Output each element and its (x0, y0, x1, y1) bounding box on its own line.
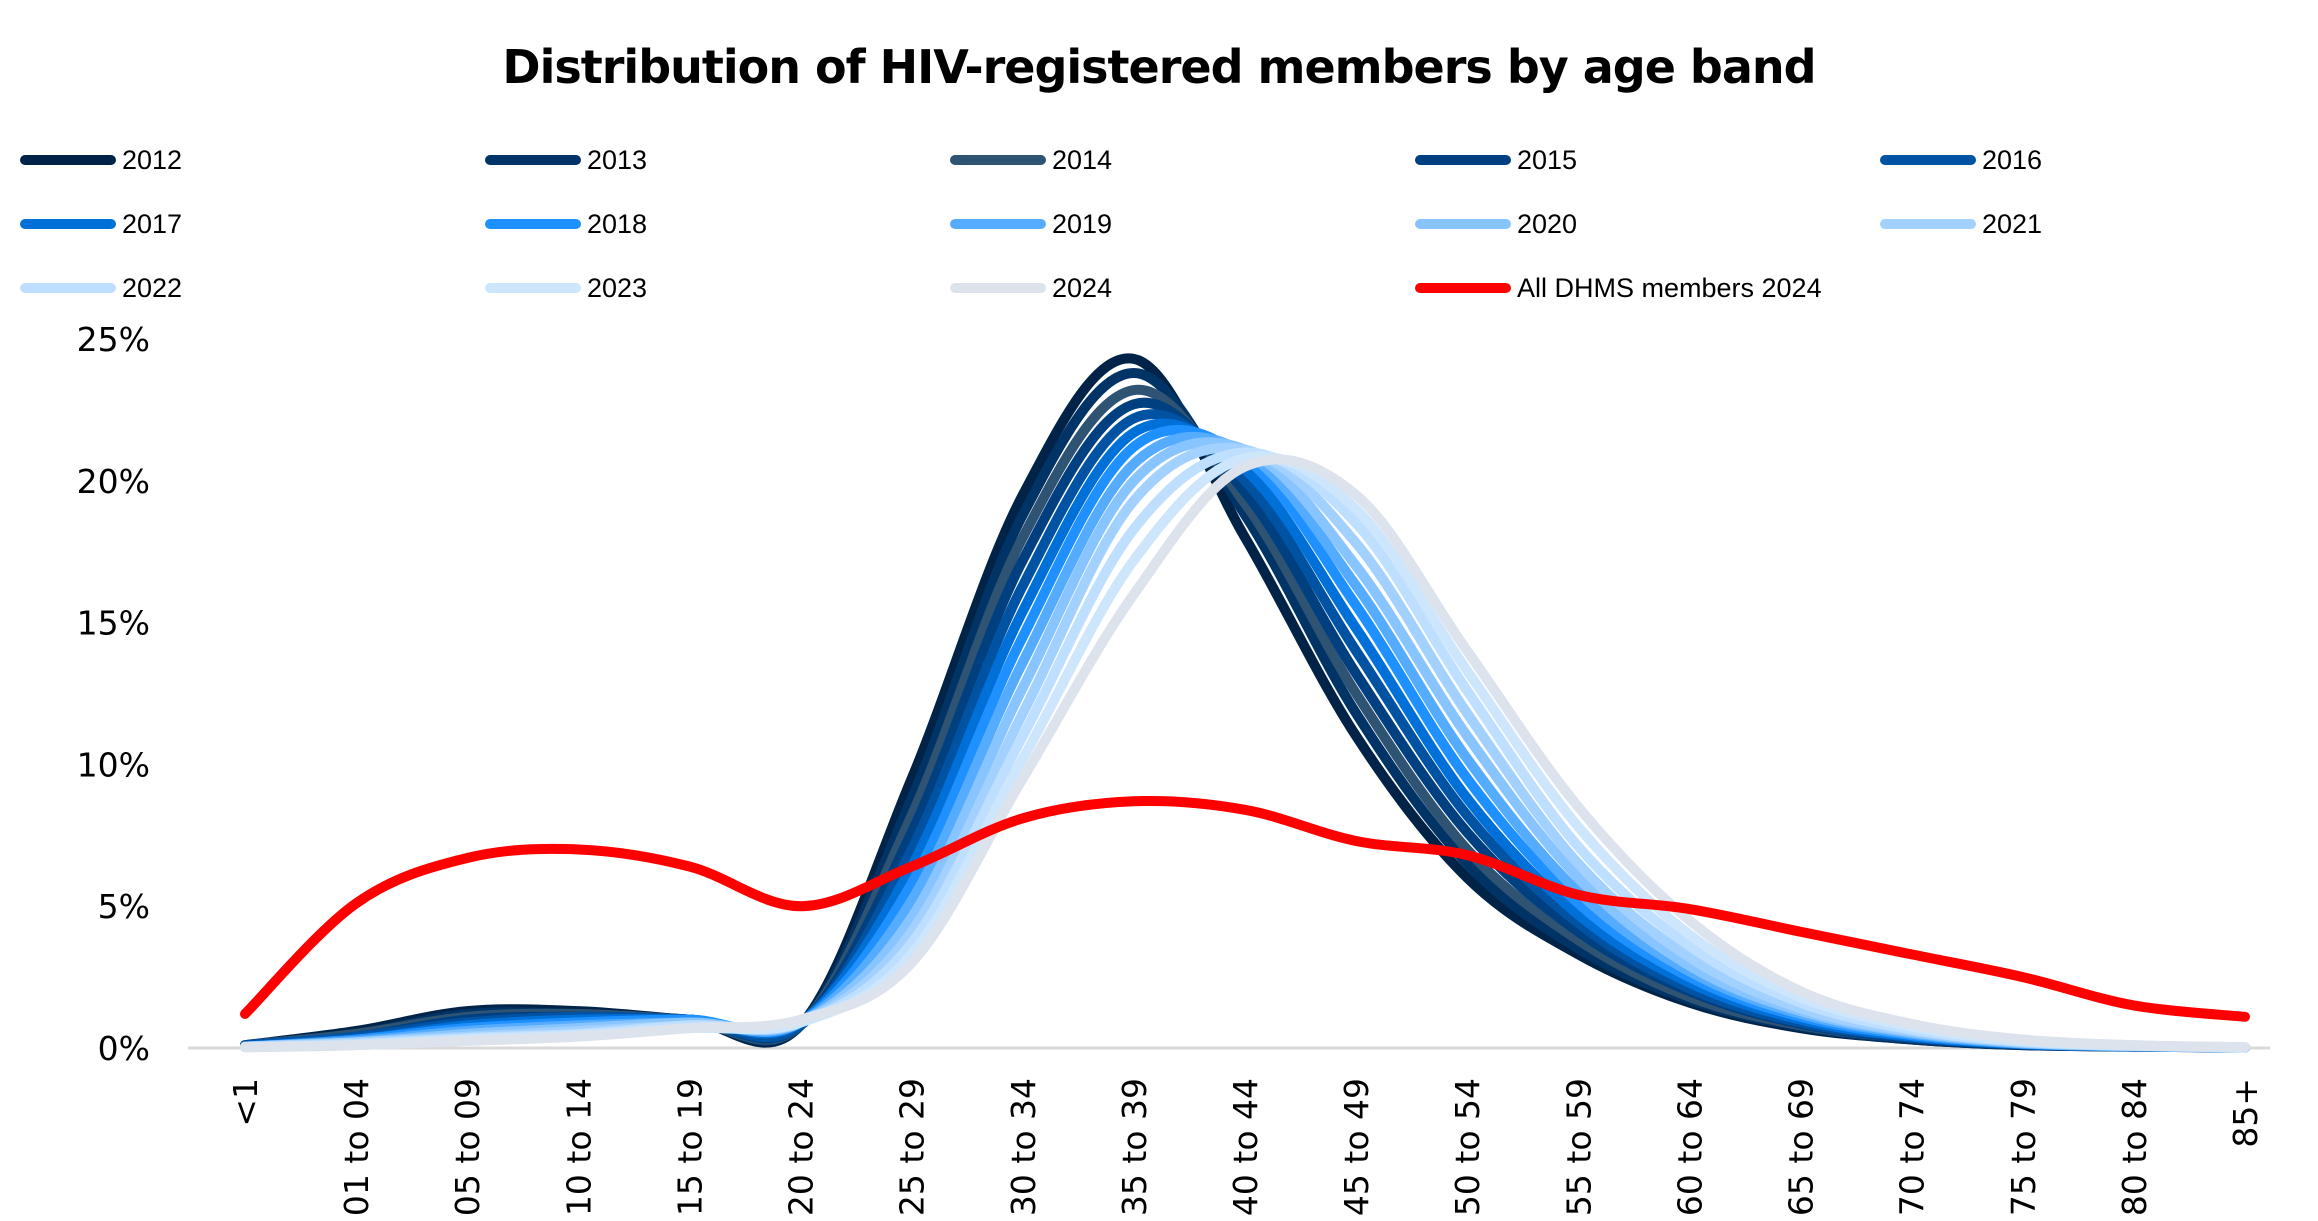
legend-swatch (1880, 155, 1976, 165)
y-tick-label: 25% (77, 320, 150, 359)
x-tick-label: 60 to 64 (1670, 1078, 1709, 1216)
legend-item: 2023 (485, 268, 647, 308)
x-tick-label: 70 to 74 (1893, 1078, 1932, 1216)
legend-label: 2016 (1982, 144, 2043, 175)
x-tick-label: 01 to 04 (337, 1078, 376, 1216)
legend-label: 2015 (1517, 144, 1578, 175)
legend-item: 2013 (485, 140, 647, 180)
legend-item: 2020 (1415, 204, 1577, 244)
y-axis: 0% 5% 10% 15% 20% 25% (77, 320, 150, 1068)
legend-item: 2022 (20, 268, 182, 308)
legend-item: 2015 (1415, 140, 1577, 180)
legend-swatch (1415, 219, 1511, 229)
legend-item: 2021 (1880, 204, 2042, 244)
x-tick-label: 85+ (2226, 1078, 2265, 1148)
x-tick-label: 45 to 49 (1337, 1078, 1376, 1216)
legend-label: All DHMS members 2024 (1517, 272, 1822, 303)
x-tick-label: 10 to 14 (559, 1078, 598, 1216)
legend-swatch (485, 155, 581, 165)
legend-swatch (20, 219, 116, 229)
legend-label: 2023 (587, 272, 648, 303)
legend-item: 2024 (950, 268, 1112, 308)
x-tick-label: 50 to 54 (1448, 1078, 1487, 1216)
x-tick-label: 55 to 59 (1559, 1078, 1598, 1216)
legend-label: 2020 (1517, 208, 1578, 239)
legend-label: 2021 (1982, 208, 2043, 239)
legend-item: 2014 (950, 140, 1112, 180)
series-line-all-dhms-members-2024 (240, 795, 2250, 1022)
y-tick-label: 10% (77, 745, 150, 784)
legend-label: 2018 (587, 208, 648, 239)
legend-label: 2017 (122, 208, 183, 239)
y-tick-label: 15% (77, 604, 150, 643)
legend-label: 2019 (1052, 208, 1113, 239)
legend-swatch (1415, 283, 1511, 293)
series-layer (240, 353, 2250, 1053)
legend-item: 2012 (20, 140, 182, 180)
legend-item: 2019 (950, 204, 1112, 244)
x-axis: <1 01 to 04 05 to 09 10 to 14 15 to 19 20 to … (226, 1078, 2265, 1216)
legend-swatch (950, 219, 1046, 229)
legend-label: 2022 (122, 272, 183, 303)
legend-item: All DHMS members 2024 (1415, 268, 1822, 308)
legend-item: 2016 (1880, 140, 2042, 180)
legend-swatch (20, 283, 116, 293)
x-tick-label: 40 to 44 (1226, 1078, 1265, 1216)
series-line-2024 (240, 454, 2250, 1053)
legend-swatch (950, 283, 1046, 293)
chart-title: Distribution of HIV-registered members b… (502, 40, 1816, 94)
y-tick-label: 20% (77, 462, 150, 501)
series-line-2015 (240, 397, 2250, 1053)
x-tick-label: <1 (226, 1078, 265, 1127)
x-tick-label: 65 to 69 (1782, 1078, 1821, 1216)
legend-item: 2018 (485, 204, 647, 244)
legend-swatch (485, 219, 581, 229)
legend-swatch (1415, 155, 1511, 165)
x-tick-label: 35 to 39 (1115, 1078, 1154, 1216)
legend-swatch (485, 283, 581, 293)
x-tick-label: 80 to 84 (2115, 1078, 2154, 1216)
y-tick-label: 5% (98, 887, 150, 926)
x-tick-label: 75 to 79 (2004, 1078, 2043, 1216)
legend-label: 2024 (1052, 272, 1113, 303)
legend-label: 2014 (1052, 144, 1113, 175)
legend-swatch (20, 155, 116, 165)
x-tick-label: 05 to 09 (448, 1078, 487, 1216)
x-tick-label: 25 to 29 (893, 1078, 932, 1216)
legend-swatch (1880, 219, 1976, 229)
y-tick-label: 0% (98, 1029, 150, 1068)
legend-label: 2013 (587, 144, 648, 175)
x-tick-label: 30 to 34 (1004, 1078, 1043, 1216)
x-tick-label: 15 to 19 (670, 1078, 709, 1216)
legend-item: 2017 (20, 204, 182, 244)
legend-swatch (950, 155, 1046, 165)
x-tick-label: 20 to 24 (782, 1078, 821, 1216)
legend-label: 2012 (122, 144, 183, 175)
